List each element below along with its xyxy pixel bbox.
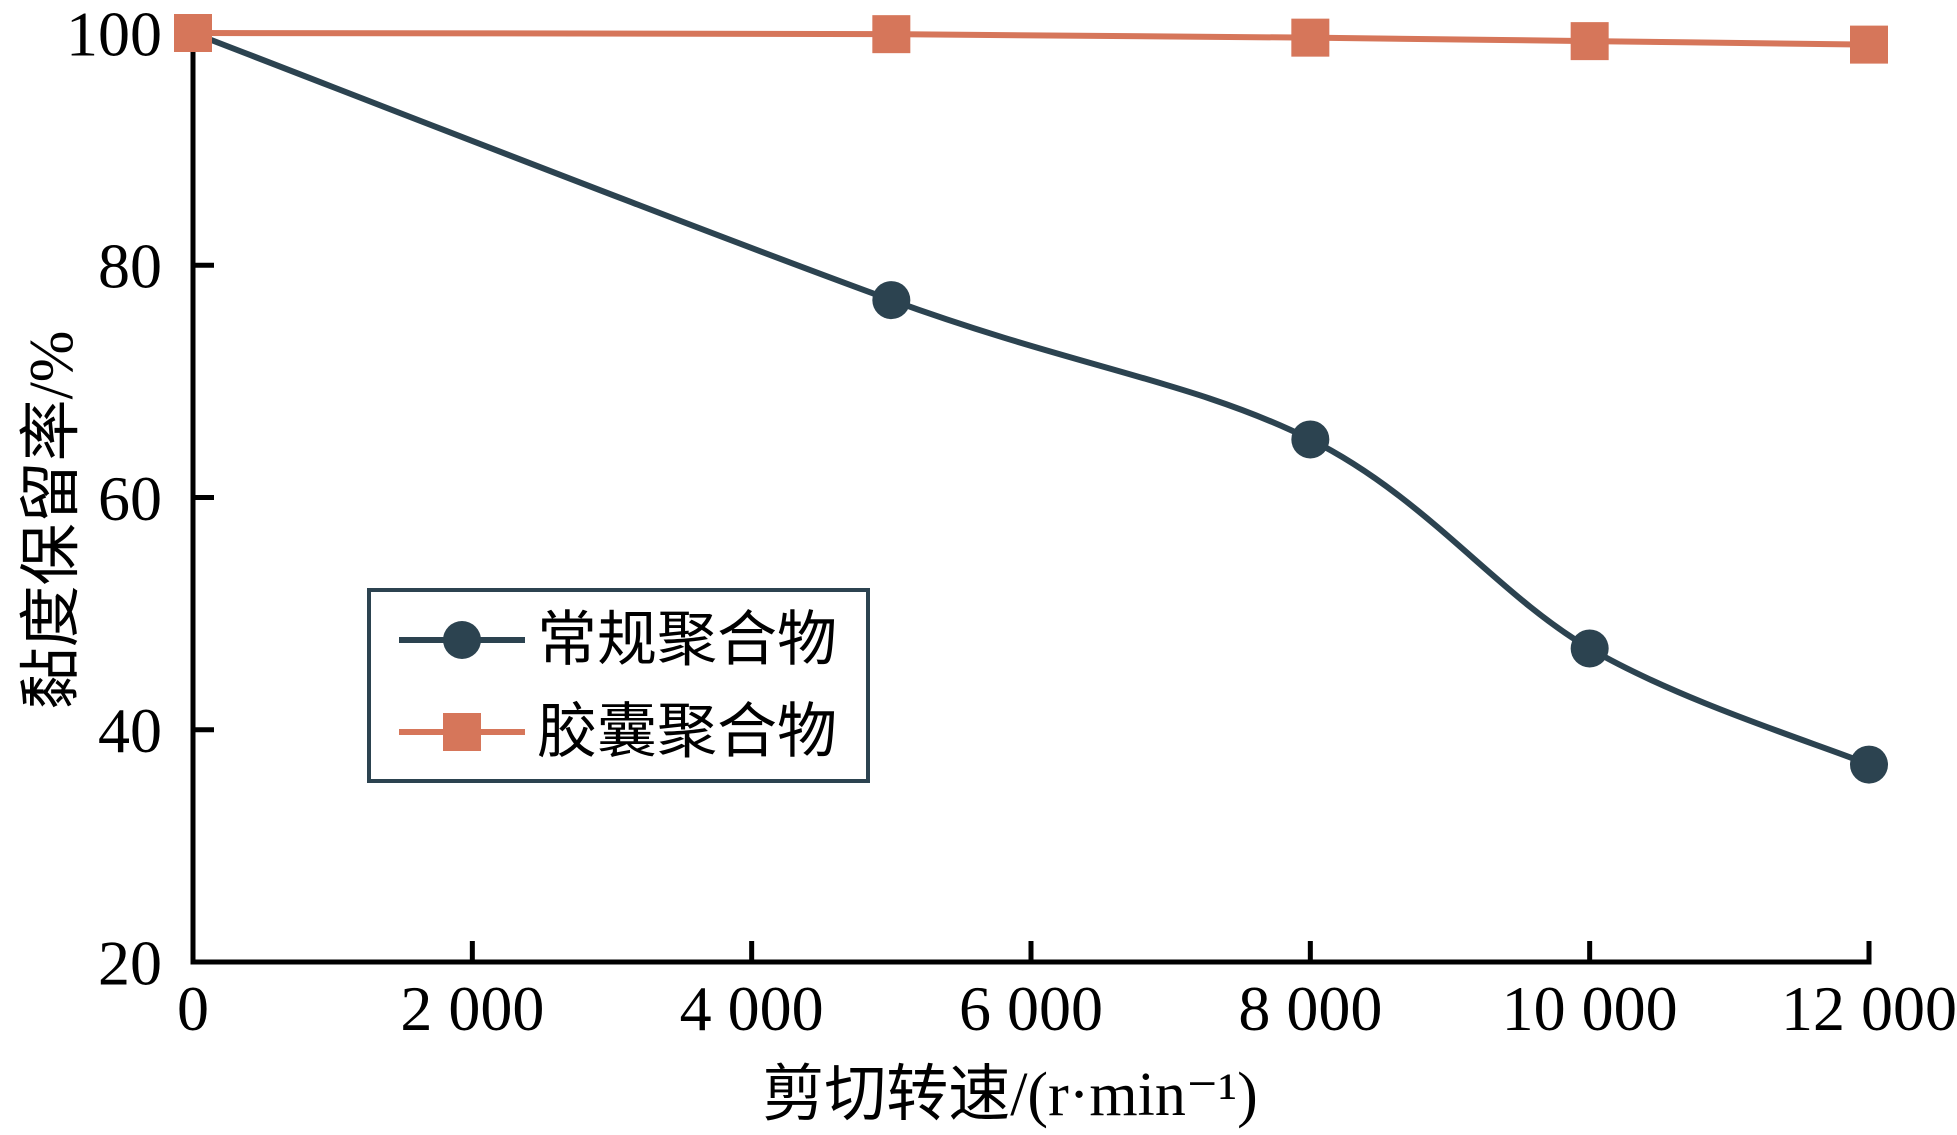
data-point-circle (1570, 629, 1609, 668)
x-tick-label: 0 (177, 973, 209, 1044)
data-point-square (1291, 18, 1330, 57)
legend-label-capsule-polymer: 胶囊聚合物 (537, 698, 837, 765)
y-tick-label: 40 (98, 695, 162, 766)
x-tick-label: 12 000 (1781, 973, 1957, 1044)
y-tick-label: 80 (98, 231, 162, 302)
series-line-0 (191, 30, 1871, 768)
x-tick-label: 4 000 (680, 973, 824, 1044)
data-point-square (1850, 25, 1888, 64)
data-point-square (174, 14, 212, 52)
x-tick-label: 2 000 (400, 973, 544, 1044)
y-axis-title: 黏度保留率/% (18, 330, 86, 710)
square-marker-icon (399, 712, 525, 751)
legend-item-conventional-polymer: 常规聚合物 (397, 599, 866, 681)
legend-item-capsule-polymer: 胶囊聚合物 (397, 691, 866, 773)
y-tick-label: 100 (66, 0, 162, 69)
y-tick-label: 20 (98, 927, 162, 998)
x-tick-label: 10 000 (1502, 973, 1678, 1044)
circle-marker-icon (399, 620, 525, 659)
data-point-square (872, 15, 911, 54)
x-tick-label: 8 000 (1238, 973, 1382, 1044)
legend: 常规聚合物 胶囊聚合物 (367, 588, 870, 783)
series-line-1 (192, 30, 1870, 48)
data-point-circle (872, 281, 911, 320)
y-tick-label: 60 (98, 463, 162, 534)
data-point-circle (1850, 745, 1888, 784)
data-point-square (1570, 22, 1609, 61)
data-point-circle (1291, 420, 1330, 459)
legend-label-conventional-polymer: 常规聚合物 (537, 606, 837, 673)
x-axis-title: 剪切转速/(r·min⁻¹) (762, 1061, 1258, 1129)
x-tick-label: 6 000 (959, 973, 1103, 1044)
